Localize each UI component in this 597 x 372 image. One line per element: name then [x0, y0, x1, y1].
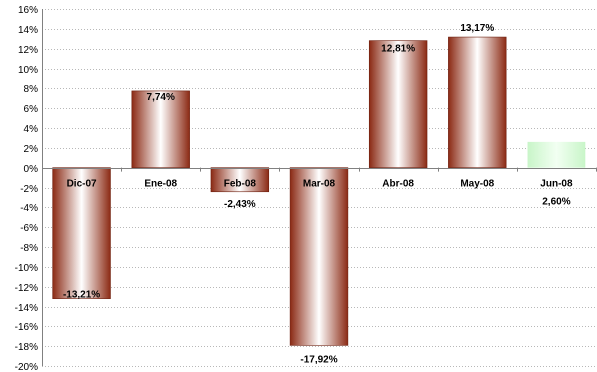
y-tick-label: -20% — [15, 362, 38, 372]
data-label: -17,92% — [300, 354, 337, 365]
bars — [52, 36, 586, 346]
bar-mar-08 — [289, 167, 349, 346]
data-label: 12,81% — [381, 44, 415, 55]
category-label: Feb-08 — [224, 179, 257, 190]
category-label: May-08 — [460, 179, 494, 190]
bar-ene-08 — [131, 90, 190, 168]
category-label: Jun-08 — [540, 179, 573, 190]
category-label: Dic-07 — [67, 179, 97, 190]
y-tick-label: -18% — [15, 342, 38, 353]
y-tick-label: 14% — [18, 25, 38, 36]
bar-jun-08 — [527, 141, 586, 168]
y-tick-label: -2% — [20, 184, 38, 195]
data-label: 7,74% — [147, 92, 175, 103]
y-tick-label: -16% — [15, 322, 38, 333]
y-tick-label: 4% — [24, 124, 39, 135]
data-label: 2,60% — [542, 197, 570, 208]
y-tick-label: -8% — [20, 243, 38, 254]
y-tick-label: -6% — [20, 223, 38, 234]
y-tick-label: 6% — [24, 104, 39, 115]
y-tick-label: 10% — [18, 65, 38, 76]
data-label: -2,43% — [224, 199, 256, 210]
y-axis-tick-labels: 16% 14% 12% 10% 8% 6% 4% 2% 0% -2% -4% -6% -8% -10% -1… — [15, 5, 38, 372]
y-tick-label: -12% — [15, 283, 38, 294]
y-tick-label: 16% — [18, 5, 38, 16]
y-tick-label: 0% — [24, 164, 39, 175]
bar-feb-08 — [210, 167, 270, 193]
y-tick-label: 8% — [24, 84, 39, 95]
category-label: Mar-08 — [303, 179, 336, 190]
y-tick-label: -10% — [15, 263, 38, 274]
data-label: -13,21% — [63, 290, 100, 301]
y-tick-label: -14% — [15, 303, 38, 314]
category-label: Abr-08 — [382, 179, 414, 190]
bar-may-08 — [448, 36, 507, 168]
data-label: 13,17% — [460, 23, 494, 34]
y-tick-label: 12% — [18, 45, 38, 56]
bar-abr-08 — [368, 40, 428, 168]
category-label: Ene-08 — [144, 179, 177, 190]
y-tick-label: -4% — [20, 203, 38, 214]
y-tick-label: 2% — [24, 144, 39, 155]
bar-dic-07 — [52, 167, 111, 299]
category-labels: Dic-07 Ene-08 Feb-08 Mar-08 Abr-08 May-08 Jun-… — [67, 179, 573, 190]
data-labels: -13,21% 7,74% -2,43% -17,92% 12,81% 13,17% 2,6… — [63, 23, 571, 365]
